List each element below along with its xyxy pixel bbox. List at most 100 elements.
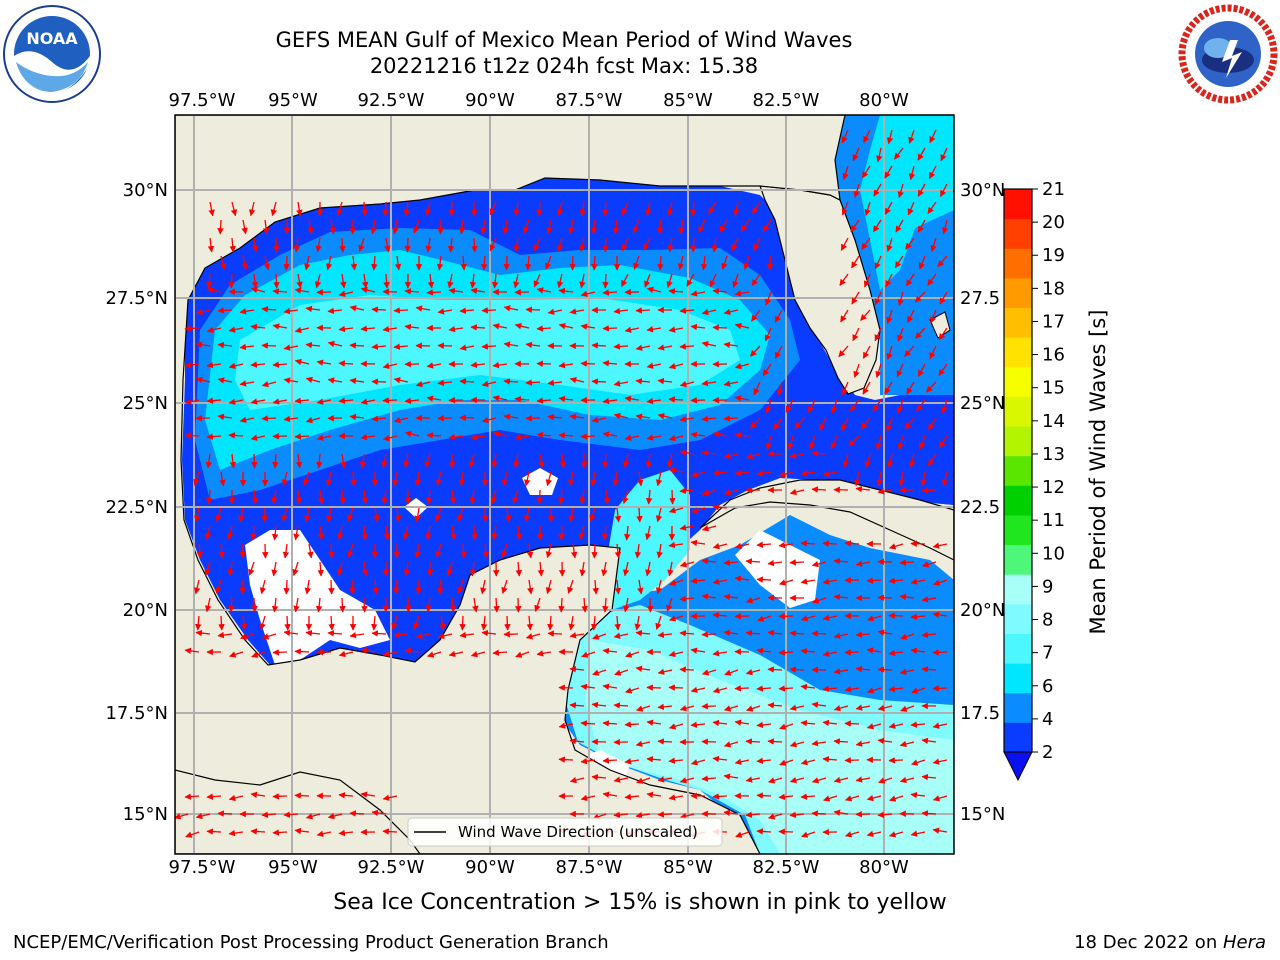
wind-wave-arrow (876, 471, 883, 487)
wind-wave-arrow (503, 255, 510, 271)
wind-wave-arrow (437, 379, 453, 387)
wind-wave-arrow (918, 255, 926, 270)
wind-wave-arrow (712, 755, 728, 763)
wind-wave-arrow (657, 413, 673, 420)
colorbar-swatch (1004, 248, 1032, 279)
wind-wave-arrow (580, 290, 596, 298)
wind-wave-arrow (482, 507, 489, 523)
wind-wave-arrow (756, 647, 772, 655)
wind-wave-arrow (248, 201, 256, 217)
wind-wave-arrow (613, 307, 629, 315)
map-legend: Wind Wave Direction (unscaled) (407, 817, 723, 847)
wind-wave-arrow (570, 543, 578, 559)
wind-wave-arrow (547, 630, 563, 637)
wind-wave-arrow (860, 309, 871, 321)
wind-wave-arrow (896, 363, 904, 378)
colorbar-swatch (1004, 603, 1032, 634)
wind-wave-arrow (789, 741, 805, 748)
wind-wave-arrow (921, 773, 937, 781)
wind-wave-arrow (338, 397, 354, 404)
wind-wave-arrow (489, 201, 497, 216)
lat-tick-label: 22.5°N (105, 497, 168, 518)
wind-wave-arrow (906, 381, 915, 395)
lon-tick-label: 90°W (465, 90, 515, 111)
wind-wave-arrow (569, 376, 585, 384)
wind-wave-arrow (735, 831, 750, 838)
wind-wave-arrow (193, 579, 201, 595)
wind-wave-arrow (634, 615, 641, 631)
wind-wave-arrow (283, 255, 290, 271)
wind-wave-arrow (657, 255, 664, 271)
wind-wave-arrow (513, 201, 520, 217)
wind-wave-arrow (217, 631, 233, 639)
wind-wave-arrow (538, 453, 545, 469)
wind-wave-arrow (712, 431, 728, 438)
wind-wave-arrow (635, 413, 651, 420)
wind-wave-arrow (842, 453, 849, 469)
wind-wave-arrow (414, 471, 422, 487)
wind-wave-arrow (581, 597, 588, 613)
wind-wave-arrow (458, 219, 466, 235)
wind-wave-arrow (866, 830, 882, 838)
wind-wave-arrow (272, 323, 288, 330)
wind-wave-arrows (175, 129, 949, 838)
wind-wave-arrow (833, 558, 849, 565)
wind-wave-arrow (591, 701, 607, 709)
wind-wave-arrow (296, 273, 303, 289)
wind-wave-arrow (195, 629, 211, 637)
wind-wave-arrow (776, 381, 783, 397)
wind-wave-arrow (756, 576, 772, 583)
wind-wave-arrow (205, 453, 213, 469)
wind-wave-arrow (536, 489, 543, 505)
wind-wave-arrow (708, 201, 717, 215)
wind-wave-arrow (877, 629, 893, 636)
wind-wave-arrow (778, 793, 794, 801)
wind-wave-arrow (679, 449, 695, 456)
wind-wave-arrow (723, 809, 739, 817)
wind-wave-arrow (642, 237, 651, 251)
wind-wave-arrow (261, 380, 277, 388)
wind-wave-arrow (884, 165, 893, 179)
wind-wave-arrow (326, 471, 333, 487)
wind-wave-arrow (193, 471, 200, 486)
wind-wave-arrow (801, 831, 816, 838)
wind-wave-arrow (789, 488, 805, 496)
wind-wave-arrow (580, 433, 596, 440)
lat-ticks-right: 30°N 27.5 25°N 22.5 20°N 17.5 15°N (960, 180, 1005, 825)
wind-wave-arrow (426, 489, 433, 505)
wind-wave-arrow (272, 649, 288, 656)
wind-wave-arrow (800, 470, 816, 477)
wind-wave-arrow (823, 795, 838, 802)
wind-wave-arrow (206, 273, 213, 289)
wind-wave-arrow (271, 489, 278, 505)
colorbar-swatch (1004, 337, 1032, 368)
wind-wave-arrow (251, 273, 259, 289)
wind-wave-arrow (469, 273, 477, 289)
wind-wave-arrow (862, 381, 871, 395)
wind-wave-arrow (569, 702, 585, 709)
wind-wave-arrow (580, 360, 596, 367)
wind-wave-arrow (668, 757, 684, 764)
lat-tick-label: 15°N (960, 804, 1005, 825)
wind-wave-arrow (281, 471, 289, 487)
wind-wave-arrow (932, 722, 948, 729)
wind-wave-arrow (536, 360, 552, 367)
wind-wave-arrow (833, 593, 849, 601)
wind-wave-arrow (613, 412, 629, 420)
wind-wave-arrow (830, 435, 838, 450)
wind-wave-arrow (712, 793, 728, 800)
wind-wave-arrow (481, 629, 497, 637)
wind-wave-arrow (655, 471, 663, 487)
wind-wave-arrow (877, 811, 893, 819)
wind-wave-arrow (362, 561, 369, 577)
wind-wave-arrow (195, 376, 211, 384)
wind-wave-arrow (756, 685, 772, 692)
wind-wave-arrow (272, 829, 288, 836)
wind-wave-arrow (904, 417, 915, 430)
wind-wave-arrow (657, 344, 673, 351)
wind-wave-arrow (800, 540, 816, 547)
wind-wave-arrow (876, 147, 883, 163)
wind-wave-arrow (667, 561, 674, 577)
wind-wave-arrow (350, 471, 357, 487)
